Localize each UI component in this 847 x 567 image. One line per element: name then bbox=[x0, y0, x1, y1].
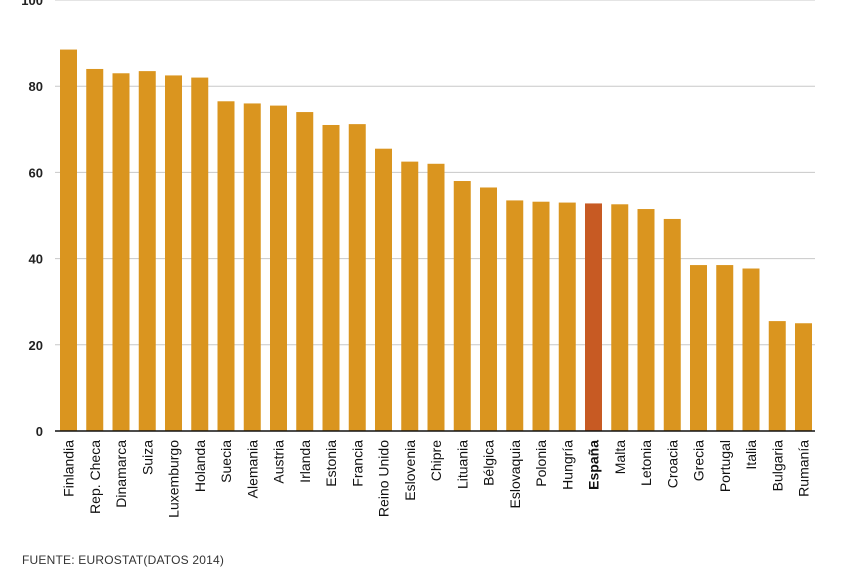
x-tick-label: Luxemburgo bbox=[166, 440, 182, 518]
bar-Polonia bbox=[532, 201, 550, 431]
bar-Chipre bbox=[427, 163, 445, 431]
x-tick-label: Chipre bbox=[428, 440, 444, 481]
x-tick-label: Finlandia bbox=[61, 440, 77, 497]
x-tick-label: Malta bbox=[612, 440, 628, 474]
x-tick-label: Italia bbox=[743, 440, 759, 470]
bar-Bélgica bbox=[480, 187, 497, 431]
y-tick-label: 60 bbox=[29, 165, 43, 180]
bar-Luxemburgo bbox=[165, 75, 182, 432]
x-tick-label: Austria bbox=[271, 440, 287, 484]
x-tick-label: Francia bbox=[349, 440, 365, 487]
bar-Finlandia bbox=[60, 49, 77, 431]
bar-Bulgaria bbox=[768, 321, 786, 431]
bar-Estonia bbox=[322, 124, 340, 432]
x-tick-label: Rep. Checa bbox=[87, 440, 103, 514]
x-axis-labels: Finlandia Rep. Checa Dinamarca Suiza Luxembu… bbox=[61, 440, 812, 518]
bar-Austria bbox=[270, 105, 287, 431]
x-tick-label: Bélgica bbox=[481, 440, 497, 486]
x-tick-label: Bulgaria bbox=[769, 440, 785, 492]
bar-España bbox=[585, 203, 602, 431]
bar-Lituania bbox=[453, 181, 471, 431]
bar-Rumanía bbox=[795, 323, 812, 431]
y-tick-label: 80 bbox=[29, 79, 43, 94]
x-tick-label: Dinamarca bbox=[113, 440, 129, 508]
bar-Grecia bbox=[690, 265, 707, 431]
x-tick-label: Eslovaquia bbox=[507, 440, 523, 509]
bar-Suecia bbox=[217, 101, 235, 431]
x-tick-label: Reino Unido bbox=[376, 440, 392, 517]
bar-Rep. Checa bbox=[86, 68, 104, 432]
bar-Letonia bbox=[637, 209, 655, 431]
source-note: FUENTE: EUROSTAT(DATOS 2014) bbox=[22, 553, 225, 567]
y-tick-label: 40 bbox=[29, 252, 43, 267]
x-tick-label: Eslovenia bbox=[402, 440, 418, 501]
x-tick-label: Polonia bbox=[533, 440, 549, 487]
x-tick-label: Hungría bbox=[559, 440, 575, 490]
bar-Eslovaquia bbox=[506, 200, 524, 431]
x-tick-label: Irlanda bbox=[297, 440, 313, 483]
x-tick-label: Suecia bbox=[218, 440, 234, 483]
x-tick-label: Estonia bbox=[323, 440, 339, 487]
bar-Dinamarca bbox=[112, 73, 130, 432]
x-tick-label: Alemania bbox=[244, 440, 260, 499]
bar-Italia bbox=[742, 268, 760, 431]
x-tick-label: Croacia bbox=[664, 440, 680, 488]
bar-Francia bbox=[348, 124, 366, 432]
bar-Croacia bbox=[663, 218, 681, 431]
x-tick-label: Suiza bbox=[139, 440, 155, 475]
bar-Portugal bbox=[716, 265, 734, 431]
bar-Irlanda bbox=[296, 112, 314, 431]
x-tick-label: Rumanía bbox=[796, 440, 812, 497]
bar-Eslovenia bbox=[401, 161, 419, 431]
bar-Hungría bbox=[558, 202, 576, 431]
bars bbox=[60, 49, 812, 432]
x-tick-label: Portugal bbox=[717, 440, 733, 492]
y-tick-label: 0 bbox=[36, 424, 43, 439]
x-tick-label: Holanda bbox=[192, 440, 208, 492]
bar-Holanda bbox=[191, 77, 209, 431]
y-tick-label: 100 bbox=[21, 0, 43, 8]
x-tick-label: Grecia bbox=[691, 440, 707, 481]
x-tick-label: Lituania bbox=[454, 440, 470, 489]
bar-Suiza bbox=[138, 71, 156, 432]
x-tick-label: España bbox=[586, 440, 602, 490]
bar-Reino Unido bbox=[375, 148, 392, 431]
bar-Alemania bbox=[243, 103, 261, 431]
y-tick-label: 20 bbox=[29, 338, 43, 353]
x-tick-label: Letonia bbox=[638, 440, 654, 486]
bar-Malta bbox=[611, 204, 629, 431]
y-axis-ticks: 0 20 40 60 80 100 bbox=[21, 0, 43, 439]
